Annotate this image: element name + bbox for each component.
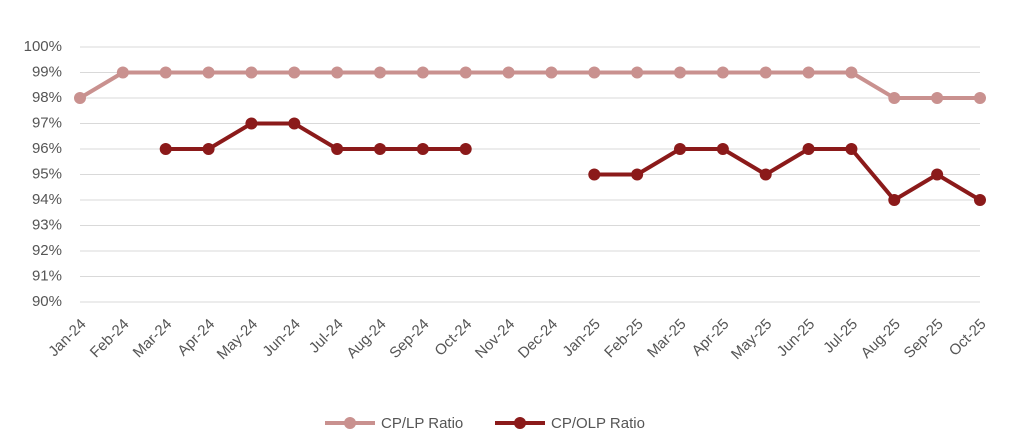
- series-marker: [802, 66, 815, 79]
- x-tick-label: Jul-25: [820, 316, 861, 357]
- x-tick-label: Sep-24: [386, 316, 432, 362]
- series-marker: [116, 66, 129, 79]
- x-tick-label: Aug-24: [343, 316, 389, 362]
- y-tick-label: 98%: [32, 89, 62, 106]
- series-marker: [74, 92, 86, 104]
- series-marker: [288, 117, 301, 130]
- legend-item: CP/LP Ratio: [325, 415, 463, 432]
- series-marker: [459, 143, 472, 155]
- series-marker: [331, 66, 344, 79]
- series-marker: [888, 92, 901, 104]
- legend-marker: [344, 417, 356, 429]
- x-tick-label: Aug-25: [858, 316, 904, 362]
- y-tick-label: 93%: [32, 216, 62, 233]
- series-marker: [631, 168, 644, 181]
- x-tick-label: May-24: [214, 316, 261, 363]
- legend-label: CP/LP Ratio: [381, 415, 463, 432]
- series-marker: [802, 143, 815, 155]
- series-marker: [674, 66, 686, 79]
- y-tick-label: 97%: [32, 114, 62, 131]
- series-marker: [674, 143, 686, 155]
- series-marker: [159, 66, 172, 79]
- x-tick-label: Feb-25: [601, 316, 647, 362]
- y-tick-label: 96%: [32, 140, 62, 157]
- series-marker: [845, 66, 858, 79]
- series-marker: [245, 117, 258, 130]
- x-tick-label: Mar-24: [130, 316, 176, 362]
- y-tick-label: 94%: [32, 191, 62, 208]
- x-tick-label: Oct-24: [431, 316, 475, 360]
- series-marker: [416, 66, 429, 79]
- x-tick-label: Jan-25: [559, 316, 603, 360]
- x-tick-label: Mar-25: [644, 316, 690, 362]
- series-line: [78, 70, 980, 100]
- series-marker: [888, 194, 901, 206]
- y-tick-label: 95%: [32, 165, 62, 182]
- legend-item: CP/OLP Ratio: [495, 415, 645, 432]
- series-marker: [759, 168, 772, 181]
- series-marker: [416, 143, 429, 155]
- y-tick-label: 90%: [32, 293, 62, 310]
- x-tick-label: Jun-24: [259, 316, 303, 360]
- series-marker: [716, 143, 729, 155]
- series-marker: [631, 66, 644, 79]
- x-tick-label: Jul-24: [306, 316, 347, 357]
- series-marker: [288, 66, 301, 79]
- x-tick-label: Jun-25: [774, 316, 818, 360]
- x-tick-label: Nov-24: [472, 316, 518, 362]
- x-tick-label: Jan-24: [45, 316, 89, 360]
- series-marker: [245, 66, 258, 79]
- legend-marker: [514, 417, 526, 429]
- x-tick-label: Apr-24: [174, 316, 218, 360]
- series-marker: [931, 92, 944, 104]
- series-line: [165, 121, 982, 202]
- series-marker: [931, 168, 944, 181]
- series-marker: [459, 66, 472, 79]
- x-tick-label: Dec-24: [515, 316, 561, 362]
- x-tick-label: Feb-24: [87, 316, 133, 362]
- x-tick-label: Apr-25: [689, 316, 733, 360]
- series-marker: [202, 66, 215, 79]
- series-marker: [159, 143, 172, 155]
- x-tick-label: May-25: [728, 316, 775, 363]
- series-marker: [502, 66, 515, 79]
- y-tick-label: 92%: [32, 242, 62, 259]
- y-tick-label: 91%: [32, 267, 62, 284]
- series-marker: [374, 66, 386, 79]
- series-marker: [716, 66, 729, 79]
- series-marker: [974, 194, 986, 206]
- y-tick-label: 99%: [32, 63, 62, 80]
- x-tick-label: Oct-25: [946, 316, 990, 360]
- series-marker: [202, 143, 215, 155]
- legend-label: CP/OLP Ratio: [551, 415, 645, 432]
- series-marker: [759, 66, 772, 79]
- series-marker: [545, 66, 558, 79]
- series-marker: [845, 143, 858, 155]
- x-tick-label: Sep-25: [901, 316, 947, 362]
- series-marker: [331, 143, 344, 155]
- series-marker: [588, 168, 601, 181]
- y-tick-label: 100%: [24, 38, 62, 55]
- series-marker: [588, 66, 601, 79]
- series-marker: [374, 143, 386, 155]
- series-marker: [974, 92, 986, 104]
